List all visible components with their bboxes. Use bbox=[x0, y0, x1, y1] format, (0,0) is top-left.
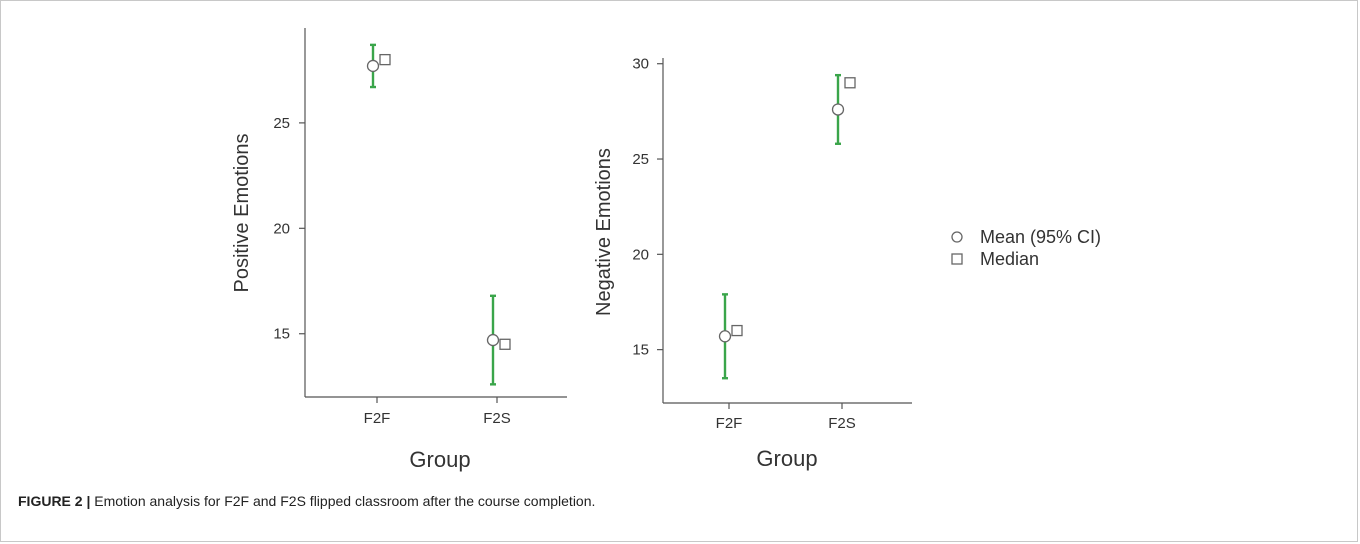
right-x-axis-label: Group bbox=[756, 446, 817, 471]
left-x-tick-label: F2F bbox=[364, 410, 391, 427]
left-x-tick-label: F2S bbox=[483, 410, 511, 427]
left-mean-point bbox=[488, 335, 499, 346]
legend-mean-label: Mean (95% CI) bbox=[980, 227, 1101, 247]
left-y-tick-label: 25 bbox=[273, 115, 290, 132]
left-median-point bbox=[380, 55, 390, 65]
right-median-point bbox=[732, 326, 742, 336]
figure-label: FIGURE 2 | bbox=[18, 493, 90, 509]
left-y-tick-label: 20 bbox=[273, 220, 290, 237]
left-y-tick-label: 15 bbox=[273, 326, 290, 343]
right-y-axis-label: Negative Emotions bbox=[593, 148, 615, 316]
right-y-tick-label: 15 bbox=[632, 342, 649, 359]
left-x-axis-label: Group bbox=[409, 447, 470, 472]
right-x-tick-label: F2F bbox=[716, 415, 743, 432]
right-mean-point bbox=[833, 104, 844, 115]
right-x-tick-label: F2S bbox=[828, 415, 856, 432]
figure-svg: 15 20 25 F2F F2S Positive Emotions Group 15 20 25… bbox=[0, 0, 1360, 490]
figure-caption: FIGURE 2 | Emotion analysis for F2F and … bbox=[18, 493, 595, 509]
figure-caption-text: Emotion analysis for F2F and F2S flipped… bbox=[94, 493, 595, 509]
right-y-tick-label: 20 bbox=[632, 246, 649, 263]
left-median-point bbox=[500, 339, 510, 349]
left-mean-point bbox=[368, 60, 379, 71]
legend-mean-marker bbox=[952, 232, 962, 242]
right-y-tick-label: 25 bbox=[632, 151, 649, 168]
right-median-point bbox=[845, 78, 855, 88]
left-y-axis-label: Positive Emotions bbox=[231, 134, 253, 293]
right-mean-point bbox=[720, 331, 731, 342]
legend-median-marker bbox=[952, 254, 962, 264]
right-y-tick-label: 30 bbox=[632, 56, 649, 73]
legend-median-label: Median bbox=[980, 249, 1039, 269]
